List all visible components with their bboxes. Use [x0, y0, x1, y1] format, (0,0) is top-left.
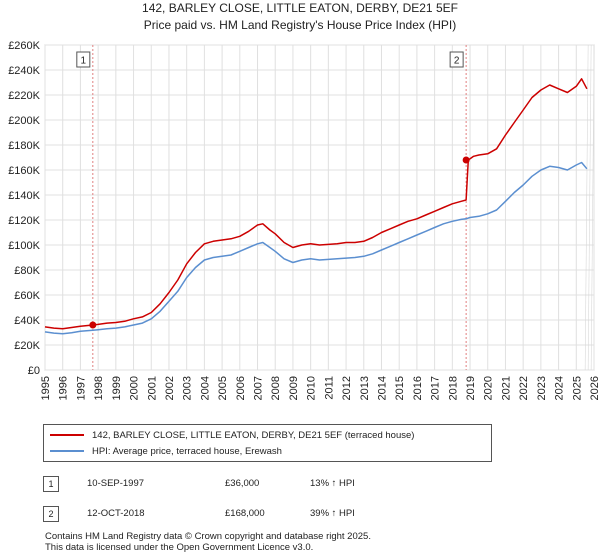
y-tick-label: £20K [14, 340, 40, 352]
legend-item-property: 142, BARLEY CLOSE, LITTLE EATON, DERBY, … [50, 428, 414, 442]
chart-subtitle: Price paid vs. HM Land Registry's House … [144, 18, 456, 32]
transaction-hpi-change: 13% ↑ HPI [310, 478, 355, 489]
x-tick-label: 2020 [483, 376, 495, 400]
future-hatch [584, 44, 595, 371]
x-tick-label: 2026 [589, 376, 600, 400]
x-tick-label: 2019 [465, 376, 477, 400]
sale-annotation: 1 [76, 51, 91, 68]
sale-point [89, 321, 97, 329]
y-tick-label: £260K [8, 40, 40, 52]
transaction-badge: 1 [43, 476, 59, 492]
x-tick-label: 2017 [430, 376, 442, 400]
legend: 142, BARLEY CLOSE, LITTLE EATON, DERBY, … [43, 424, 492, 462]
x-tick-label: 2001 [146, 376, 158, 400]
x-tick-label: 2003 [182, 376, 194, 400]
x-tick-label: 2007 [253, 376, 265, 400]
chart-title: 142, BARLEY CLOSE, LITTLE EATON, DERBY, … [142, 1, 458, 15]
y-axis-ticks: £0 £20K £40K £60K £80K £100K £120K £140K £160K £1… [8, 40, 40, 377]
transaction-date: 12-OCT-2018 [87, 508, 145, 519]
transaction-price: £168,000 [225, 508, 265, 519]
series-line [44, 161, 588, 335]
grid-lines [44, 44, 595, 371]
footer-license: This data is licensed under the Open Gov… [45, 542, 314, 553]
sale-points [89, 156, 470, 329]
x-tick-label: 2000 [129, 376, 141, 400]
y-tick-label: £40K [14, 315, 40, 327]
x-tick-label: 1998 [93, 376, 105, 400]
y-tick-label: £100K [8, 240, 40, 252]
x-tick-label: 1999 [111, 376, 123, 400]
x-tick-label: 2022 [518, 376, 530, 400]
legend-swatch-property [50, 434, 84, 436]
price-chart: 142, BARLEY CLOSE, LITTLE EATON, DERBY, … [8, 1, 600, 400]
x-tick-label: 2012 [341, 376, 353, 400]
y-tick-label: £120K [8, 215, 40, 227]
y-tick-label: £80K [14, 265, 40, 277]
legend-label-property: 142, BARLEY CLOSE, LITTLE EATON, DERBY, … [92, 429, 415, 441]
sale-point [462, 156, 470, 164]
transaction-badge: 2 [43, 506, 59, 522]
x-tick-label: 2018 [447, 376, 459, 400]
y-tick-label: £160K [8, 165, 40, 177]
y-tick-label: £200K [8, 115, 40, 127]
x-axis-ticks: 1995 1996 1997 1998 1999 2000 2001 2002 2003 2004… [40, 376, 600, 400]
sale-annotation-label: 2 [454, 56, 460, 67]
x-tick-label: 2002 [164, 376, 176, 400]
transaction-price: £36,000 [225, 478, 260, 489]
plot-area [44, 44, 595, 371]
y-tick-label: £140K [8, 190, 40, 202]
x-tick-label: 2014 [376, 376, 388, 400]
y-tick-label: £240K [8, 65, 40, 77]
x-tick-label: 2023 [536, 376, 548, 400]
y-tick-label: £180K [8, 140, 40, 152]
legend-item-hpi: HPI: Average price, terraced house, Erew… [50, 444, 282, 458]
x-tick-label: 2013 [359, 376, 371, 400]
y-tick-label: £0 [28, 365, 40, 377]
legend-label-hpi: HPI: Average price, terraced house, Erew… [92, 445, 282, 457]
sale-annotation-box [449, 51, 464, 68]
hatch-stroke [590, 44, 595, 371]
x-tick-label: 2024 [554, 376, 566, 400]
x-tick-label: 2025 [571, 376, 583, 400]
sale-annotation: 2 [449, 51, 464, 68]
y-tick-label: £220K [8, 90, 40, 102]
y-tick-label: £60K [14, 290, 40, 302]
x-tick-label: 2004 [199, 376, 211, 400]
footer-copyright: Contains HM Land Registry data © Crown c… [45, 531, 371, 542]
x-tick-label: 2005 [217, 376, 229, 400]
x-tick-label: 2011 [323, 376, 335, 400]
sale-annotation-box [76, 51, 91, 68]
sale-annotation-label: 1 [81, 56, 87, 67]
hatch-stroke [587, 44, 592, 371]
x-tick-label: 1997 [75, 376, 87, 400]
hatch-stroke [584, 44, 589, 371]
x-tick-label: 2006 [235, 376, 247, 400]
series-lines [44, 78, 588, 335]
legend-swatch-hpi [50, 450, 84, 452]
transaction-date: 10-SEP-1997 [87, 478, 145, 489]
x-tick-label: 1995 [40, 376, 52, 400]
x-tick-label: 2008 [270, 376, 282, 400]
footer: Contains HM Land Registry data © Crown c… [45, 531, 371, 553]
transaction-hpi-change: 39% ↑ HPI [310, 508, 355, 519]
series-line [44, 78, 588, 330]
x-tick-label: 2016 [412, 376, 424, 400]
x-tick-label: 2021 [500, 376, 512, 400]
x-tick-label: 1996 [58, 376, 70, 400]
x-tick-label: 2010 [306, 376, 318, 400]
x-tick-label: 2009 [288, 376, 300, 400]
x-tick-label: 2015 [394, 376, 406, 400]
